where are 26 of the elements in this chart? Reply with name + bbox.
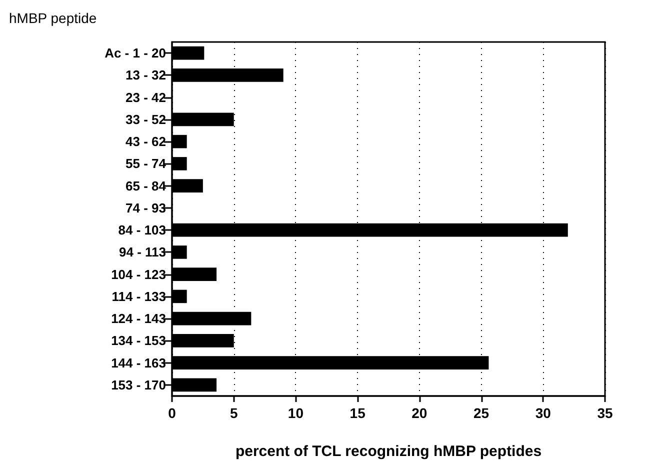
- y-tick-label: 144 - 163: [111, 355, 166, 370]
- x-tick-label: 0: [168, 405, 176, 421]
- y-tick-label: 94 - 113: [119, 244, 166, 260]
- y-tick-label: Ac - 1 - 20: [104, 46, 166, 61]
- y-tick-label: 114 - 133: [112, 288, 166, 304]
- y-tick-label: 55 - 74: [126, 156, 167, 172]
- x-tick-label: 35: [597, 405, 613, 421]
- x-tick-label: 10: [288, 405, 304, 421]
- y-tick-label: 13 - 32: [126, 68, 166, 83]
- x-tick-label: 15: [350, 405, 366, 421]
- x-tick-label: 30: [535, 405, 552, 421]
- y-tick-label: 104 - 123: [111, 266, 166, 282]
- y-tick-label: 84 - 103: [118, 222, 166, 238]
- x-axis-title: percent of TCL recognizing hMBP peptides: [235, 443, 542, 460]
- x-tick-label: 5: [230, 405, 238, 421]
- y-tick-label: 134 - 153: [111, 333, 166, 348]
- y-tick-label: 74 - 93: [126, 200, 166, 216]
- y-tick-label: 43 - 62: [126, 134, 166, 150]
- x-tick-label: 25: [473, 405, 490, 421]
- y-axis-title: hMBP peptide: [9, 10, 97, 26]
- x-tick-label: 20: [412, 405, 428, 421]
- y-tick-label: 33 - 52: [126, 112, 166, 127]
- y-tick-label: 23 - 42: [126, 90, 166, 105]
- y-tick-label: 153 - 170: [111, 377, 166, 392]
- y-tick-label: 124 - 143: [111, 311, 166, 326]
- y-tick-label: 65 - 84: [126, 178, 167, 194]
